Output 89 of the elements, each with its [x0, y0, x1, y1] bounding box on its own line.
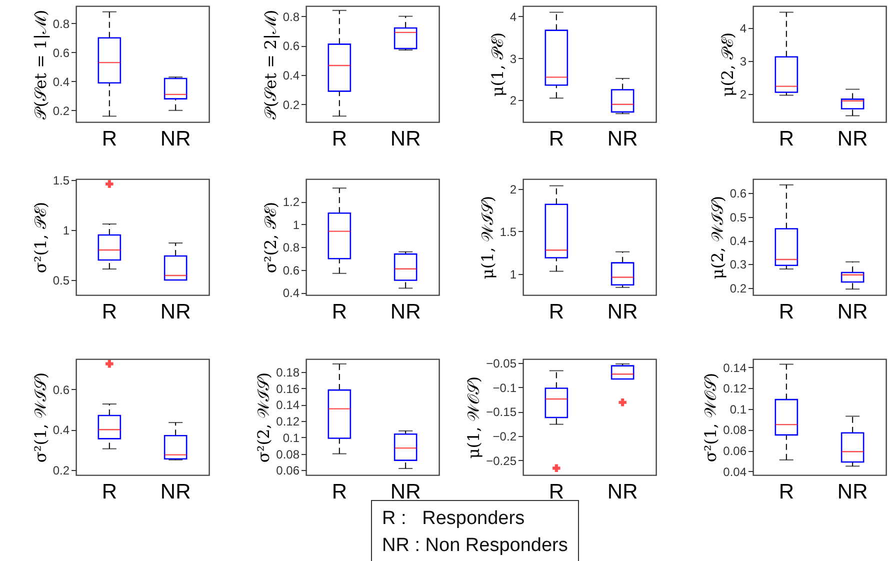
y-tick-label: 1 [292, 218, 300, 232]
x-tick-label: NR [160, 128, 191, 150]
y-tick-label: 1.5 [500, 224, 517, 239]
y-tick-label: 1.2 [282, 195, 300, 210]
y-tick-label: 0.6 [52, 46, 70, 60]
y-tick-label: 1.5 [52, 174, 70, 188]
y-tick-label: 0.5 [52, 274, 70, 288]
x-tick-label: NR [390, 480, 421, 504]
y-tick-label: 0.08 [276, 447, 300, 462]
y-tick-label: −0.25 [486, 454, 517, 468]
y-tick-label: −0.1 [492, 380, 517, 395]
y-tick-label: 3 [510, 52, 517, 66]
y-tick-label: 0.2 [282, 98, 300, 112]
y-tick-label: 0.8 [52, 16, 70, 31]
y-tick-label: 0.8 [282, 10, 300, 24]
y-tick-label: 0.16 [276, 382, 300, 396]
y-tick-label: 0.4 [730, 234, 747, 248]
y-tick-label: 0.06 [723, 444, 747, 458]
text: NR : Non Responders [382, 534, 568, 558]
y-axis-title: μ(1, 𝒫ℰ) [488, 32, 507, 97]
y-tick-label: 0.4 [52, 74, 70, 89]
y-tick-label: 0.12 [276, 414, 300, 429]
y-tick-label: 0.4 [282, 286, 300, 300]
x-tick-label: R [548, 300, 564, 324]
y-tick-label: 4 [510, 10, 517, 24]
y-axis-title: μ(1, 𝒲𝒪𝒮) [464, 376, 484, 459]
y-tick-label: 0.2 [52, 104, 70, 118]
y-tick-label: 4 [740, 22, 747, 36]
x-tick-label: NR [607, 480, 638, 504]
y-tick-label: 2 [510, 94, 517, 108]
y-tick-label: 1 [510, 267, 517, 282]
y-tick-label: 0.5 [730, 210, 747, 224]
y-axis-title: μ(1, 𝒲ℐ𝒮) [478, 196, 497, 280]
y-tick-label: 0.6 [282, 39, 300, 54]
x-tick-label: R [332, 300, 347, 324]
x-tick-label: NR [607, 128, 638, 150]
y-axis-title: σ²(1, 𝒲ℐ𝒮) [30, 372, 50, 463]
y-tick-label: 0.3 [730, 258, 747, 272]
y-axis-title: σ²(1, 𝒫ℰ) [30, 202, 50, 274]
y-tick-label: 0.6 [730, 186, 747, 201]
y-axis-title: 𝒫(𝒮et = 1|ℳ) [30, 10, 50, 120]
x-tick-label: R [102, 300, 117, 324]
y-tick-label: 0.6 [52, 382, 70, 397]
y-tick-label: 0.4 [52, 423, 70, 438]
x-tick-label: NR [837, 300, 868, 324]
x-tick-label: NR [837, 480, 868, 504]
y-tick-label: 0.12 [723, 382, 747, 396]
y-tick-label: 0.2 [52, 463, 70, 478]
y-axis-title: 𝒫(𝒮et = 2|ℳ) [260, 10, 280, 120]
y-tick-label: 2 [740, 88, 747, 102]
y-tick-label: 0.1 [730, 402, 747, 416]
x-tick-label: NR [390, 300, 421, 324]
y-tick-label: 0.2 [730, 281, 747, 296]
y-tick-label: 0.06 [276, 464, 300, 478]
y-tick-label: 0.8 [282, 240, 300, 255]
x-tick-label: R [332, 128, 347, 150]
y-tick-label: 2 [510, 182, 517, 197]
x-tick-label: R [332, 480, 347, 504]
x-tick-label: NR [160, 300, 191, 324]
x-tick-label: R [102, 480, 117, 504]
y-tick-label: 0.14 [723, 360, 747, 375]
y-tick-label: −0.15 [486, 405, 517, 420]
y-tick-label: 1 [62, 224, 70, 238]
y-axis-title: σ²(1, 𝒲𝒪𝒮) [701, 372, 720, 462]
x-tick-label: NR [390, 128, 421, 150]
y-axis-title: μ(2, 𝒲ℐ𝒮) [708, 196, 727, 280]
y-tick-label: 0.1 [282, 430, 300, 445]
x-tick-label: R [778, 128, 794, 150]
y-axis-title: μ(2, 𝒫ℰ) [718, 32, 737, 97]
y-tick-label: 0.08 [723, 423, 747, 438]
x-tick-label: R [548, 128, 564, 150]
x-tick-label: R [778, 300, 794, 324]
y-tick-label: −0.2 [492, 430, 517, 444]
x-tick-label: NR [837, 128, 868, 150]
text: R : Responders [382, 507, 526, 531]
y-axis-title: σ²(2, 𝒲ℐ𝒮) [254, 372, 274, 463]
y-tick-label: 0.4 [282, 68, 300, 83]
y-axis-title: σ²(2, 𝒫ℰ) [260, 202, 280, 274]
x-tick-label: NR [607, 300, 638, 324]
y-tick-label: 0.04 [723, 464, 747, 479]
y-tick-label: 0.6 [282, 263, 300, 278]
y-tick-label: −0.05 [486, 356, 517, 370]
y-tick-label: 0.18 [276, 366, 300, 380]
x-tick-label: R [102, 128, 117, 150]
x-tick-label: R [778, 480, 794, 504]
y-tick-label: 3 [740, 54, 747, 69]
x-tick-label: NR [160, 480, 191, 504]
y-tick-label: 0.14 [276, 398, 300, 412]
x-tick-label: R [548, 480, 564, 504]
